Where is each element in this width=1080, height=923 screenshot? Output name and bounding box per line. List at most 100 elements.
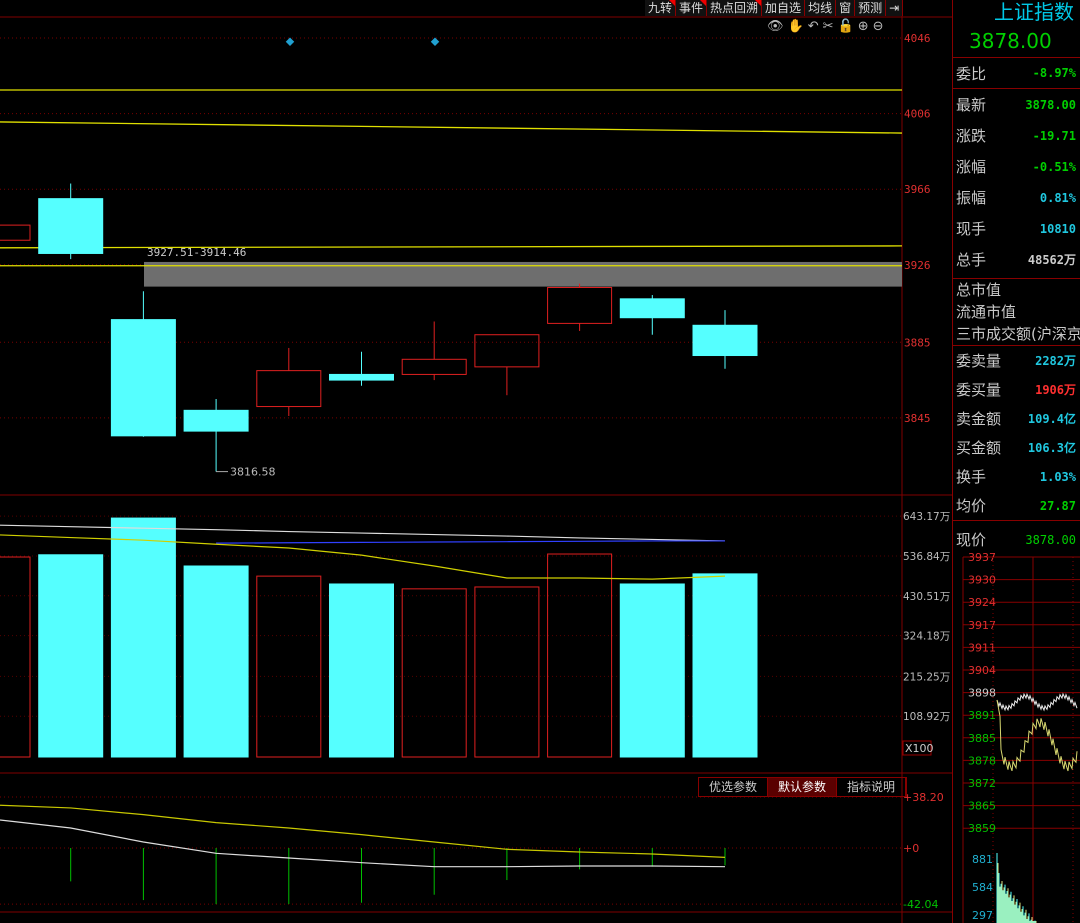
turnover-label: 三市成交额(沪深京 (956, 325, 1080, 343)
band-label: 3927.51-3914.46 (147, 246, 246, 259)
mini-price-tick: 3859 (968, 822, 996, 835)
total-market-cap-label: 总市值 (956, 281, 1002, 299)
events-button[interactable]: 事件 (676, 0, 708, 16)
add-watchlist-button[interactable]: 加自选 (762, 0, 806, 16)
candle (692, 310, 758, 369)
mini-price-tick: 3924 (968, 596, 996, 609)
float-market-cap-label: 流通市值 (956, 303, 1017, 321)
hand-icon[interactable]: ✋ (787, 19, 804, 34)
row-value: 48562万 (1027, 253, 1076, 267)
kline-chart[interactable]: 4046 4006 3966 3926 3885 3845 3927.51-3914.46 3… (0, 0, 952, 923)
candle (0, 224, 31, 241)
window-button[interactable]: 窗 (836, 0, 856, 16)
hotspot-review-button[interactable]: 热点回溯 (707, 0, 763, 16)
row-label: 买金额 (956, 439, 1002, 457)
low-label: 3816.58 (230, 466, 276, 479)
candle-body (692, 324, 758, 357)
candle (619, 295, 685, 335)
mini-price-tick: 3885 (968, 732, 996, 745)
row-label: 涨幅 (956, 158, 987, 176)
quote-row: 委买量 1906万 (953, 375, 1080, 404)
multiplier-label: X100 (905, 742, 934, 755)
row-value: 0.81% (1039, 190, 1076, 205)
lock-icon[interactable]: 🔓 (837, 19, 854, 34)
toolbar: 九转 事件 热点回溯 加自选 均线 窗 预测 ⇥ (645, 0, 904, 16)
default-params-button[interactable]: 默认参数 (768, 778, 838, 796)
diamond-marker (430, 37, 440, 47)
row-label: 现手 (956, 220, 987, 238)
row-value: 106.3亿 (1027, 441, 1076, 455)
mini-price-tick: 3911 (968, 641, 996, 654)
row-label: 委买量 (956, 381, 1002, 399)
mini-avg-line (996, 699, 1078, 772)
candle (183, 398, 249, 472)
volume-tick: 108.92万 (903, 711, 950, 723)
volume-ma-blue (216, 540, 725, 544)
volume-bar (110, 517, 176, 758)
quote-row: 现手 10810 (953, 213, 1080, 244)
now-price-label: 现价 (956, 531, 987, 549)
row-label: 均价 (956, 497, 987, 515)
row-value: 1906万 (1035, 383, 1076, 397)
volume-ma-white (0, 524, 726, 542)
mini-vol-tick: 297 (972, 909, 993, 922)
exit-arrow-icon[interactable]: ⇥ (886, 0, 904, 16)
row-label: 振幅 (956, 189, 987, 207)
chart-tools: 👁 ✋ ↶ ✂ 🔓 ⊕ ⊖ (767, 19, 884, 34)
row-value: 109.4亿 (1027, 412, 1076, 426)
volume-bar (692, 573, 758, 758)
volume-bar (619, 583, 685, 758)
row-label: 涨跌 (956, 127, 987, 145)
zoom-in-icon[interactable]: ⊕ (857, 19, 869, 34)
price-tick: 4006 (904, 108, 931, 121)
candle-body (329, 373, 394, 381)
row-value: -0.51% (1032, 159, 1076, 174)
indicator-tick: +38.20 (903, 791, 944, 804)
quote-panel: 上证指数 3878.00 委比 -8.97% 最新 3878.00 涨跌 -19.71 涨… (952, 0, 1080, 923)
mini-price-tick: 3878 (968, 754, 996, 767)
indicator-help-button[interactable]: 指标说明 (837, 778, 907, 796)
volume-tick: 324.18万 (903, 631, 950, 643)
volume-tick: 215.25万 (903, 671, 950, 683)
jiuzhuan-button[interactable]: 九转 (645, 0, 677, 16)
ma-button[interactable]: 均线 (805, 0, 837, 16)
optimal-params-button[interactable]: 优选参数 (699, 778, 769, 796)
candle-body (183, 409, 249, 432)
price-tick: 3926 (904, 259, 931, 272)
mini-price-tick: 3904 (968, 664, 996, 677)
row-label: 最新 (956, 96, 987, 114)
mini-price-line (996, 692, 1078, 712)
volume-bar (401, 588, 467, 758)
row-label: 总手 (956, 251, 987, 269)
indicator-tick: +0 (903, 842, 919, 855)
mini-price-tick: 3898 (968, 687, 996, 700)
mini-price-tick: 3891 (968, 709, 996, 722)
row-value: 27.87 (1039, 498, 1076, 513)
multiplier-box (902, 740, 932, 756)
candle (547, 283, 613, 331)
undo-icon[interactable]: ↶ (807, 19, 819, 34)
row-label: 卖金额 (956, 410, 1002, 428)
candle (256, 347, 322, 416)
candle-body (401, 358, 467, 375)
trend-line (0, 121, 903, 134)
quote-row: 涨跌 -19.71 (953, 120, 1080, 151)
quote-row: 换手 1.03% (953, 462, 1080, 491)
indicator-line-yellow (0, 804, 726, 858)
candle-body (38, 198, 104, 254)
quote-row: 最新 3878.00 (953, 89, 1080, 120)
forecast-button[interactable]: 预测 (855, 0, 887, 16)
quote-row: 涨幅 -0.51% (953, 151, 1080, 182)
quote-row: 卖金额 109.4亿 (953, 404, 1080, 433)
eye-icon[interactable]: 👁 (767, 19, 784, 34)
scissors-icon[interactable]: ✂ (822, 19, 834, 34)
candle-body (0, 224, 31, 241)
row-value: 1.03% (1039, 469, 1076, 484)
zoom-out-icon[interactable]: ⊖ (872, 19, 884, 34)
volume-ma-yellow (0, 534, 726, 580)
mini-price-tick: 3917 (968, 619, 996, 632)
mini-price-tick: 3865 (968, 800, 996, 813)
volume-bar (547, 553, 613, 758)
candle-body (110, 319, 176, 437)
intraday-mini-chart[interactable]: 3937 3930 3924 3917 3911 3904 3898 3891 3885 3878… (953, 545, 1080, 923)
